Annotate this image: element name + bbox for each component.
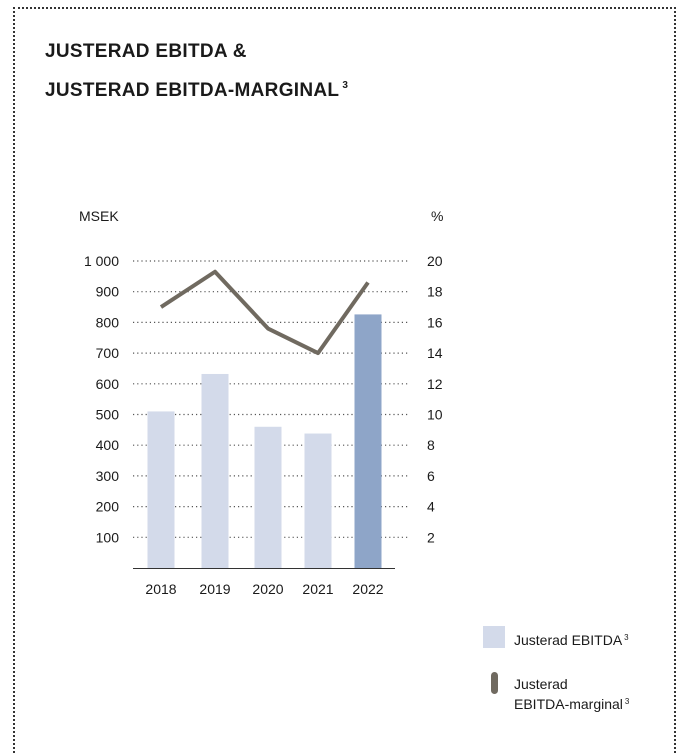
x-tick-label: 2021 <box>302 581 333 597</box>
x-tick-label: 2020 <box>252 581 283 597</box>
bar-2022 <box>355 314 382 568</box>
left-tick-label: 300 <box>96 468 120 484</box>
legend-line-text-2: EBITDA-marginal <box>514 696 623 712</box>
x-tick-label: 2022 <box>352 581 383 597</box>
legend-bar-swatch <box>483 626 505 648</box>
legend-bar-text: Justerad EBITDA <box>514 632 622 648</box>
left-tick-label: 800 <box>96 314 120 330</box>
x-tick-label: 2018 <box>145 581 176 597</box>
right-tick-label: 4 <box>427 499 435 515</box>
right-tick-label: 18 <box>427 284 443 300</box>
left-tick-label: 600 <box>96 376 120 392</box>
right-tick-label: 20 <box>427 253 443 269</box>
bar-2020 <box>255 427 282 568</box>
right-tick-label: 12 <box>427 376 443 392</box>
left-tick-label: 400 <box>96 437 120 453</box>
bar-2018 <box>148 411 175 568</box>
legend-line-swatch <box>491 672 498 694</box>
right-tick-label: 8 <box>427 437 435 453</box>
right-tick-label: 6 <box>427 468 435 484</box>
legend-bar-footnote: 3 <box>624 633 628 642</box>
bar-2021 <box>305 434 332 568</box>
legend-line-text-1: Justerad <box>514 675 629 693</box>
left-tick-label: 700 <box>96 345 120 361</box>
left-tick-label: 500 <box>96 407 120 423</box>
left-tick-label: 900 <box>96 284 120 300</box>
right-tick-label: 16 <box>427 314 443 330</box>
left-tick-label: 100 <box>96 529 120 545</box>
left-tick-label: 200 <box>96 499 120 515</box>
margin-line <box>161 272 368 353</box>
right-tick-label: 10 <box>427 407 443 423</box>
right-tick-label: 14 <box>427 345 443 361</box>
legend-line-footnote: 3 <box>625 697 629 706</box>
bar-2019 <box>202 374 229 568</box>
x-tick-label: 2019 <box>199 581 230 597</box>
left-tick-label: 1 000 <box>84 253 119 269</box>
right-tick-label: 2 <box>427 529 435 545</box>
